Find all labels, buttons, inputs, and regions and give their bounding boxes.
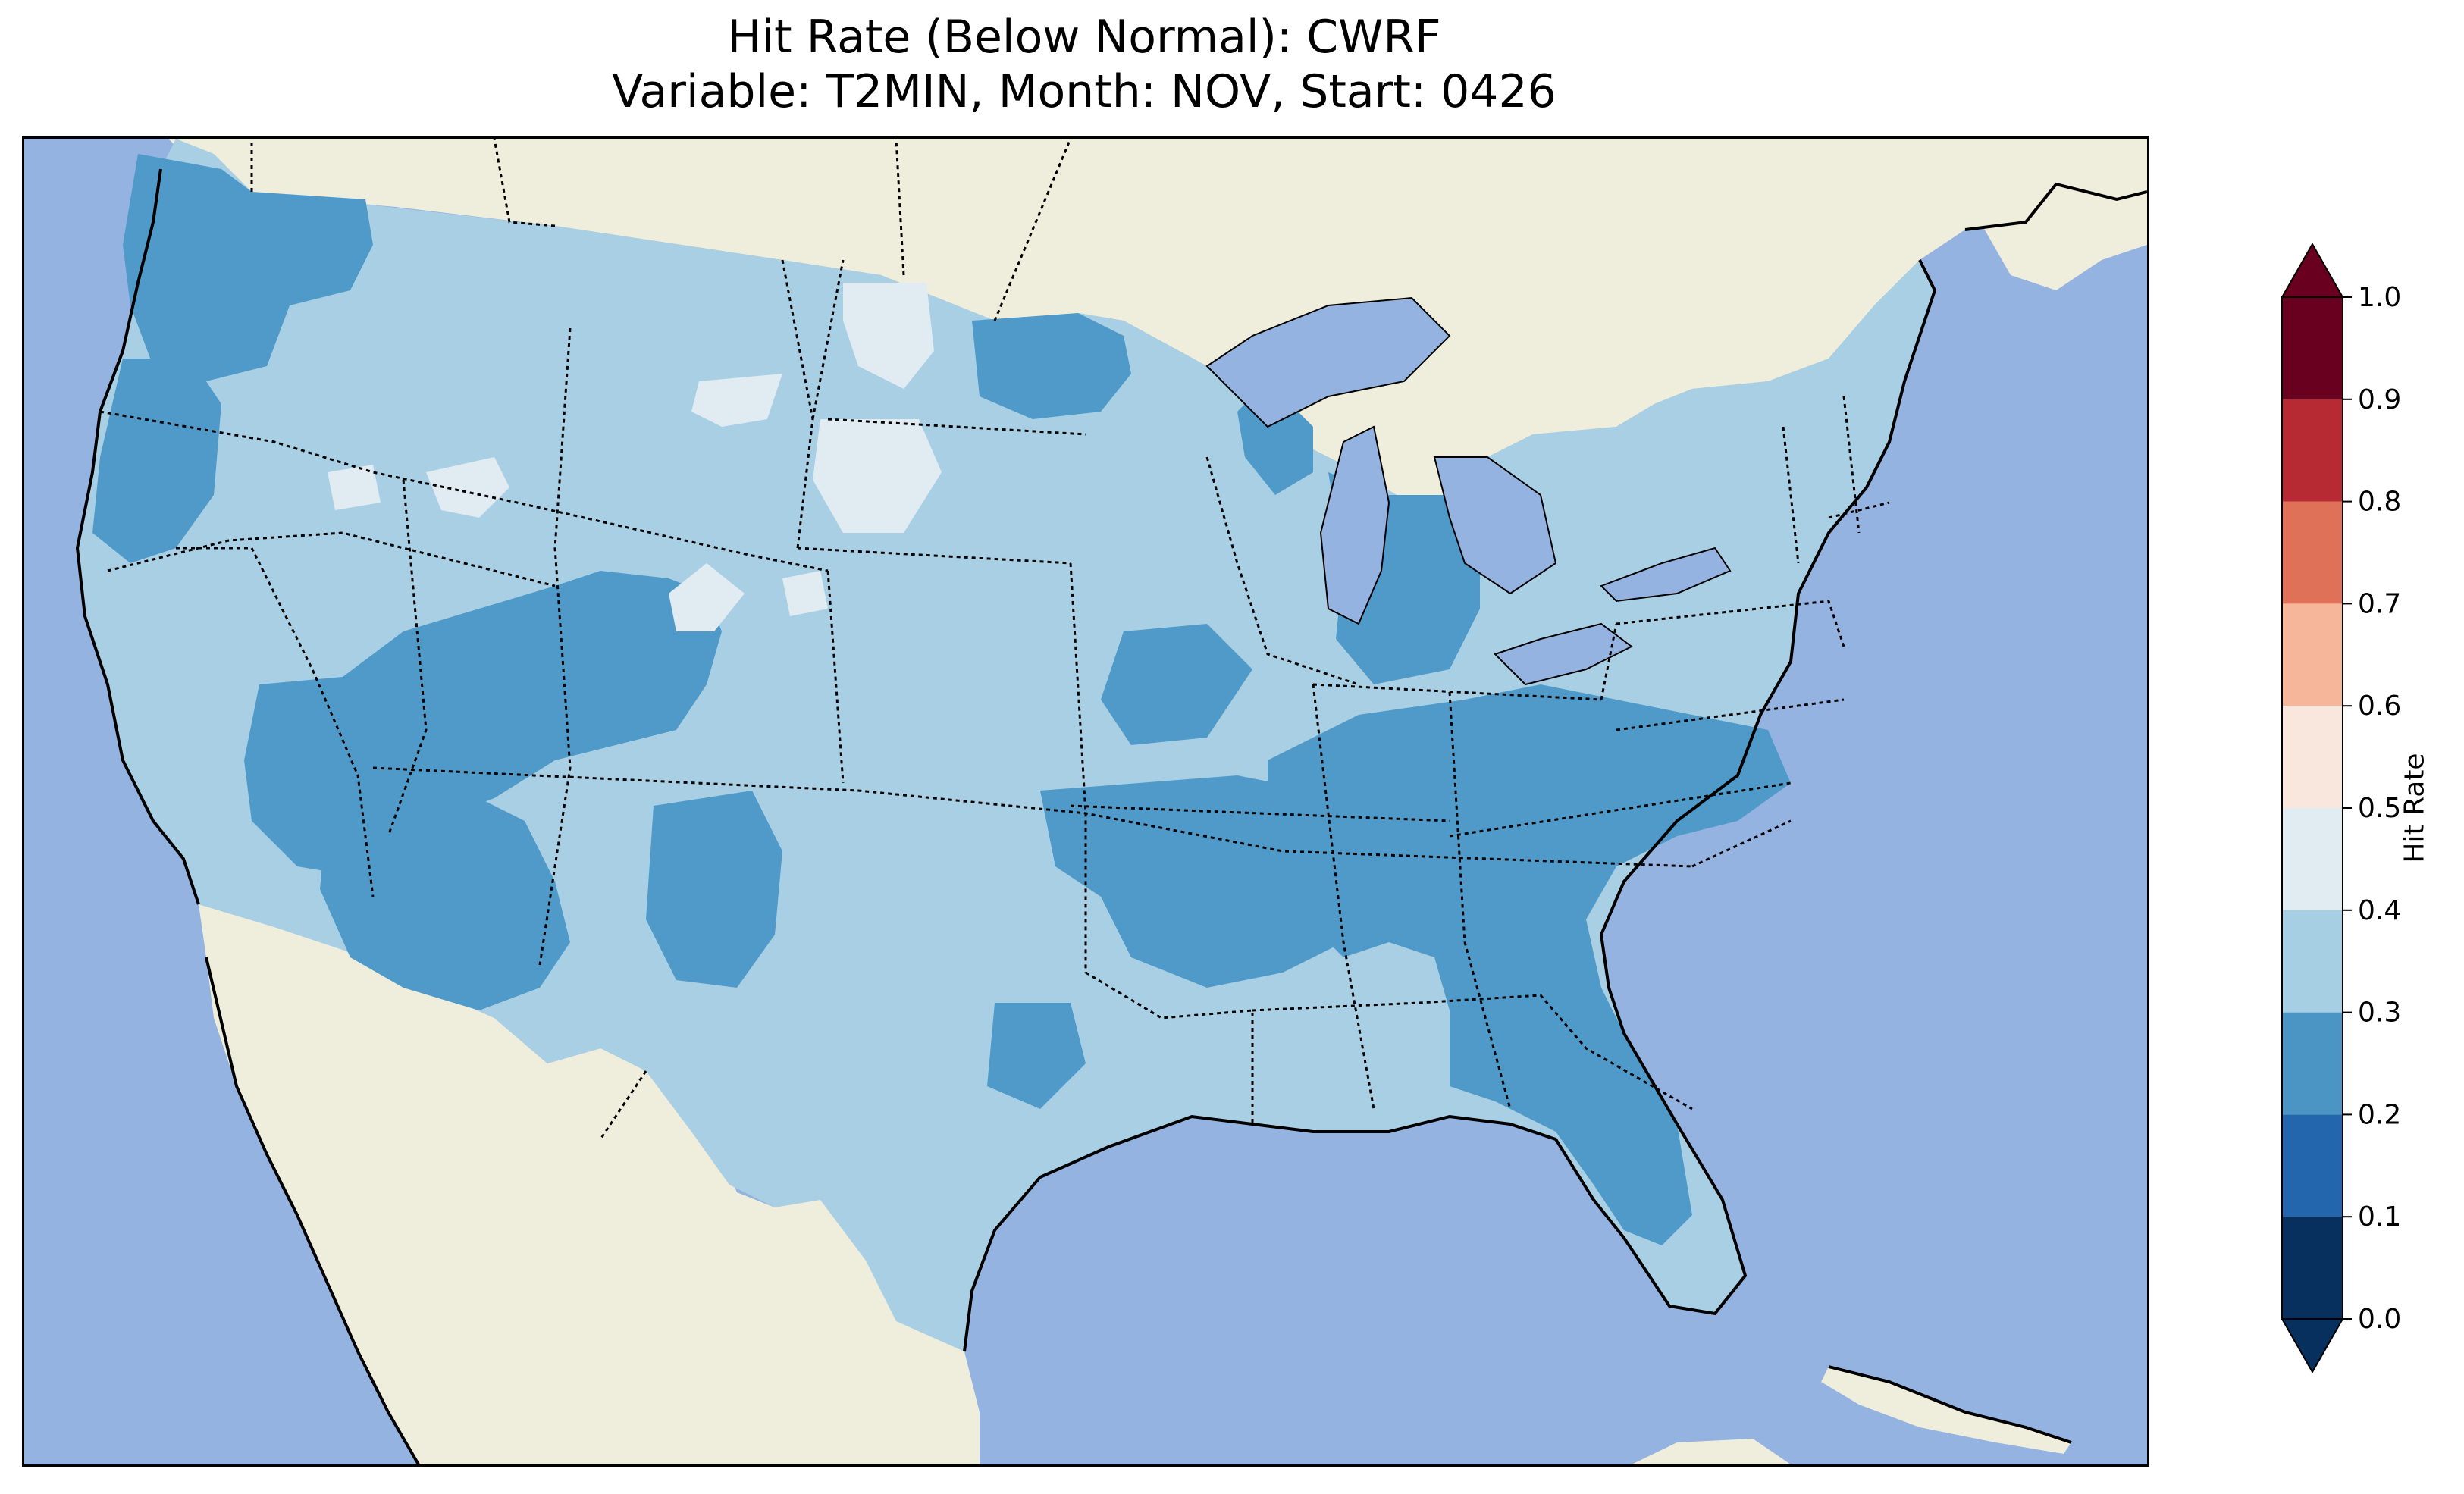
colorbar-bin: [2282, 501, 2343, 604]
colorbar-tick-label: 0.5: [2358, 793, 2401, 824]
colorbar-bin: [2282, 808, 2343, 910]
hit-rate-0.4-0.5-regions: [328, 283, 942, 631]
colorbar-bin: [2282, 910, 2343, 1013]
map-title: Hit Rate (Below Normal): CWRF: [727, 11, 1441, 64]
colorbar-bin: [2282, 399, 2343, 502]
colorbar-tick-label: 0.1: [2358, 1201, 2401, 1232]
colorbar-tick-label: 0.8: [2358, 487, 2401, 518]
great-lakes: [1205, 296, 1732, 686]
colorbar-bin: [2282, 603, 2343, 706]
colorbar-label: Hit Rate: [2399, 753, 2431, 863]
colorbar-tick-label: 1.0: [2358, 282, 2401, 313]
colorbar-tick-label: 0.0: [2358, 1304, 2401, 1335]
state-borders: [99, 139, 1890, 1140]
colorbar-tick-label: 0.3: [2358, 998, 2401, 1029]
maritimes-land: [1980, 184, 2147, 290]
map-canvas: [75, 139, 2147, 1464]
colorbar-extend-min: [2281, 1318, 2344, 1374]
canada-land: [168, 139, 2147, 495]
colorbar-tick-label: 0.7: [2358, 588, 2401, 619]
map-panel: [22, 136, 2149, 1467]
colorbar-bin: [2282, 1012, 2343, 1115]
colorbar-bin: [2282, 297, 2343, 399]
colorbar-bin: [2282, 1114, 2343, 1217]
baja-land: [206, 957, 449, 1464]
cuba-land: [1821, 1367, 2071, 1454]
map-subtitle: Variable: T2MIN, Month: NOV, Start: 0426: [612, 65, 1556, 118]
coastlines: [75, 168, 2147, 1464]
colorbar-extend-max: [2281, 242, 2344, 298]
hit-rate-0.2-0.3-regions: [92, 154, 1791, 1245]
colorbar-tick-label: 0.9: [2358, 384, 2401, 415]
colorbar-tick-label: 0.2: [2358, 1099, 2401, 1130]
colorbar-tick-label: 0.4: [2358, 895, 2401, 926]
colorbar-bin: [2282, 706, 2343, 808]
colorbar-bin: [2282, 1217, 2343, 1319]
colorbar-tick-label: 0.6: [2358, 691, 2401, 722]
yucatan-land: [1632, 1439, 1791, 1464]
